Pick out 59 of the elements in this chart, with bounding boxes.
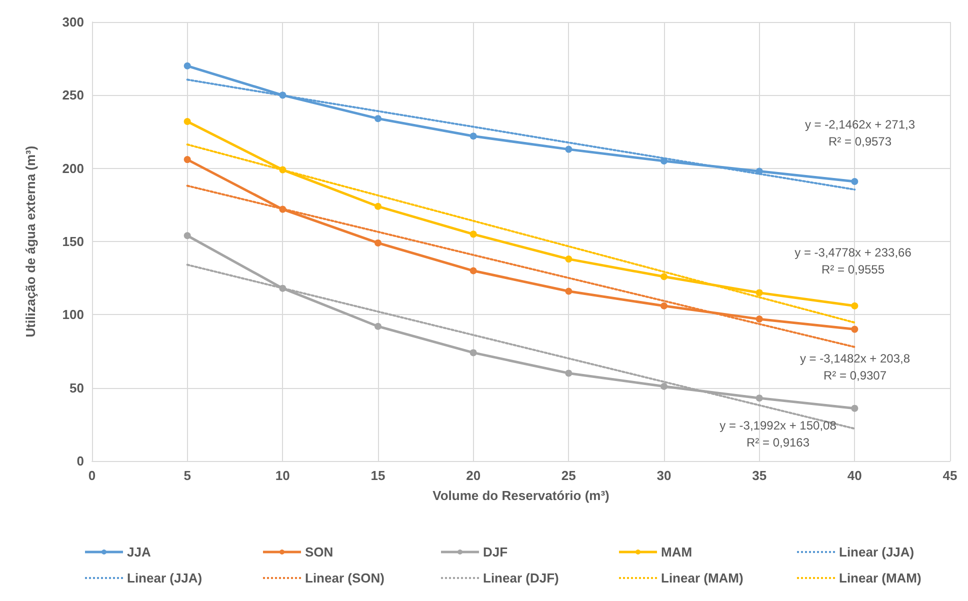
legend-label: Linear (JJA) [839, 544, 914, 560]
point [184, 118, 191, 126]
x-tick-label: 30 [656, 468, 672, 483]
legend-label: Linear (JJA) [127, 570, 202, 586]
point [660, 273, 668, 280]
point [851, 302, 858, 310]
point [184, 156, 191, 164]
point [660, 382, 668, 390]
point [851, 326, 858, 333]
x-tick-label: 25 [561, 468, 576, 483]
legend-label: Linear (SON) [305, 570, 384, 586]
point [565, 256, 572, 263]
point [565, 288, 572, 295]
point [470, 349, 477, 356]
point [470, 132, 477, 140]
x-tick-label: 35 [752, 468, 767, 483]
y-tick-label: 150 [62, 234, 84, 249]
x-tick-label: 15 [370, 468, 386, 483]
legend-label: Linear (MAM) [839, 570, 922, 586]
x-tick-label: 10 [275, 468, 290, 483]
point [374, 322, 382, 330]
x-tick-label: 45 [942, 468, 958, 483]
point [184, 232, 191, 240]
legend-label: Linear (DJF) [483, 570, 559, 586]
y-tick-label: 250 [62, 88, 84, 103]
x-tick-label: 20 [466, 468, 481, 483]
x-tick-label: 0 [88, 468, 96, 483]
point [374, 239, 382, 246]
x-tick-label: 5 [184, 468, 191, 483]
y-tick-label: 0 [76, 454, 84, 468]
y-axis-title: Utilização de água externa (m³) [23, 146, 38, 338]
x-tick-label: 40 [847, 468, 862, 483]
annotation: y = -3,1482x + 203,8 R² = 0,9307 [800, 352, 910, 382]
point [374, 202, 382, 210]
point [851, 404, 858, 412]
point [660, 302, 668, 310]
y-tick-label: 100 [62, 307, 84, 322]
y-tick-label: 300 [62, 14, 84, 30]
point [565, 370, 572, 377]
point [184, 62, 191, 70]
legend-label: MAM [661, 544, 692, 560]
legend-label: Linear (MAM) [661, 570, 744, 586]
legend-label: SON [305, 544, 334, 560]
y-tick-label: 50 [70, 380, 84, 396]
annotation: y = -3,1992x + 150,08 R² = 0,9163 [720, 418, 837, 450]
point [470, 267, 477, 274]
annotation: y = -2,1462x + 271,3 R² = 0,9573 [804, 118, 916, 148]
point [851, 178, 858, 185]
y-tick-label: 200 [62, 160, 84, 176]
point [756, 289, 763, 296]
legend-label: DJF [483, 544, 508, 560]
x-axis-title: Volume do Reservatório (m³) [432, 488, 610, 503]
point [565, 146, 572, 153]
annotation: y = -3,4778x + 233,66 R² = 0,9555 [794, 246, 912, 276]
point [374, 115, 382, 122]
legend-label: JJA [127, 544, 152, 560]
point [470, 230, 477, 238]
point [756, 316, 763, 323]
point [756, 394, 763, 402]
